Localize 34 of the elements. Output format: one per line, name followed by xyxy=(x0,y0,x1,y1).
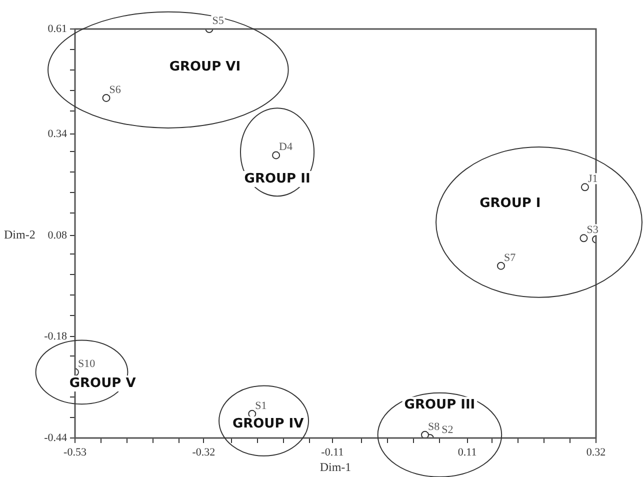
x-tick-label: 0.11 xyxy=(458,446,477,458)
y-tick-label: -0.18 xyxy=(44,330,68,343)
point xyxy=(580,183,589,192)
point xyxy=(580,234,588,242)
series-label: S1 xyxy=(255,400,267,412)
annotation: GROUP VI xyxy=(169,60,241,75)
series-label: J1 xyxy=(588,173,598,186)
point xyxy=(272,151,280,160)
annotation: GROUP I xyxy=(480,196,541,211)
y-tick-label: 0.08 xyxy=(48,229,68,242)
y-tick-label: 0.34 xyxy=(48,128,68,140)
annotation: GROUP III xyxy=(404,397,476,412)
x-tick-label: -0.53 xyxy=(64,446,87,458)
series-label: S2 xyxy=(442,424,454,436)
series-label: D4 xyxy=(279,141,293,154)
point xyxy=(102,94,110,102)
series-label: S10 xyxy=(78,358,96,370)
series-label: S3 xyxy=(586,224,599,236)
annotation: GROUP II xyxy=(244,171,310,186)
point xyxy=(420,430,429,438)
y-tick-label: -0.44 xyxy=(44,432,68,444)
series-label: S6 xyxy=(109,84,122,96)
annotation: GROUP IV xyxy=(232,416,304,432)
annotation: GROUP V xyxy=(69,376,136,391)
x-tick-label: 0.32 xyxy=(586,446,606,458)
series-label: S7 xyxy=(504,252,516,264)
x-tick-label: -0.32 xyxy=(192,446,216,458)
x-axis-title: Dim-1 xyxy=(320,460,352,474)
y-tick-label: 0.61 xyxy=(48,22,67,35)
y-axis-title: Dim-2 xyxy=(4,228,36,242)
series-label: S8 xyxy=(428,420,440,433)
x-tick-label: -0.11 xyxy=(321,446,344,458)
point xyxy=(496,262,505,270)
series-label: S5 xyxy=(212,15,224,27)
